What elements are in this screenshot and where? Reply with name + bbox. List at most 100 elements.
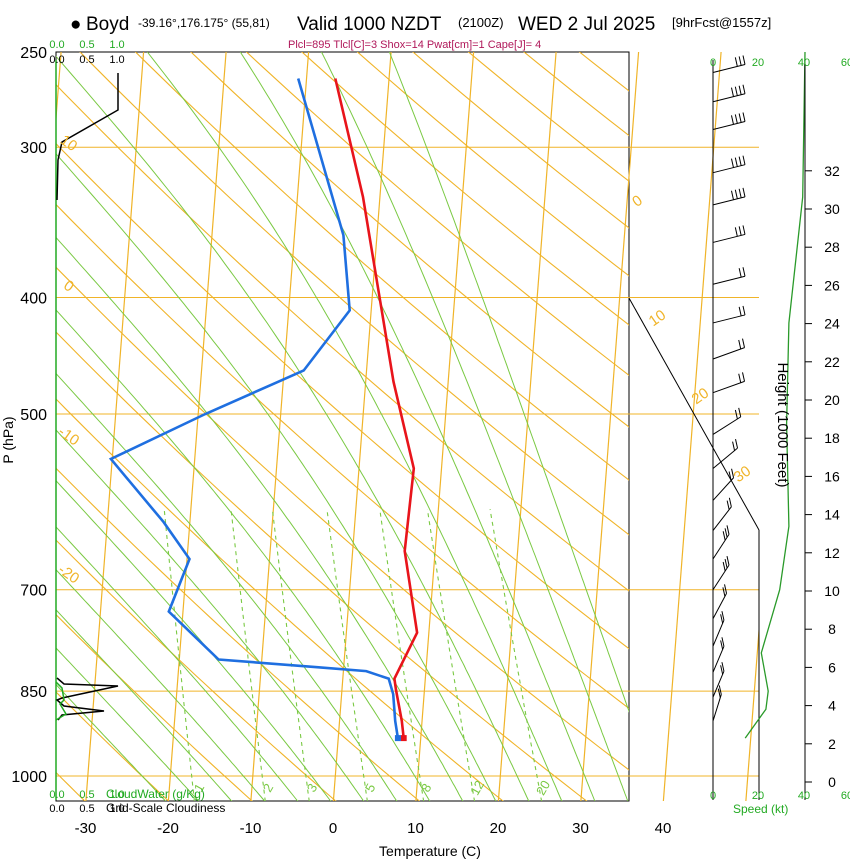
x-axis-label: Temperature (C): [379, 843, 481, 859]
speed-tick-label-top: 40: [798, 57, 810, 69]
isotherm-label: -10: [55, 423, 83, 449]
speed-tick-label-bottom: 60: [841, 790, 850, 802]
wind-speed-line: [744, 51, 806, 739]
moist-adiabat-line: [146, 52, 563, 801]
wind-barb: [712, 372, 746, 394]
wind-barbs: [712, 55, 746, 722]
wind-barb: [712, 555, 730, 590]
cloudwater-tick-bottom: 0.5: [79, 789, 94, 801]
utc-time: (2100Z): [458, 15, 504, 30]
sounding-params: Plcl=895 Tlcl[C]=3 Shox=14 Pwat[cm]=1 Ca…: [288, 39, 541, 51]
x-tick-label: 40: [655, 820, 672, 837]
wind-barb: [712, 112, 746, 130]
mixing-ratio-label: 8: [418, 781, 435, 795]
cloudiness-tick-bottom: 1.0: [109, 803, 124, 815]
cloudiness-tick-top: 0.0: [49, 54, 64, 66]
dewpoint-line: [108, 78, 400, 739]
pressure-tick-label: 300: [20, 140, 47, 157]
dry-adiabat-line: [56, 331, 588, 801]
wind-isotherm-line: [745, 622, 759, 801]
wind-barb: [712, 338, 746, 360]
wind-barb: [712, 55, 746, 73]
forecast-label: [9hrFcst@1557z]: [672, 15, 771, 30]
mixing-ratio-label: 5: [362, 781, 379, 795]
moist-adiabat-lines: [56, 52, 629, 801]
mixing-ratio-label: 2: [260, 781, 277, 795]
wind-barb: [712, 468, 735, 501]
temperature-line: [334, 78, 419, 739]
cloudiness-tick-bottom: 0.0: [49, 803, 64, 815]
dry-adiabat-lines: [0, 31, 629, 802]
isotherm-label: 0: [629, 192, 646, 211]
pressure-tick-label: 250: [20, 45, 47, 62]
moist-adiabat-line: [56, 372, 398, 801]
wind-barb: [712, 439, 739, 469]
height-tick-label: 0: [828, 774, 836, 790]
cloudwater-tick-bottom: 1.0: [109, 789, 124, 801]
height-tick-label: 26: [824, 277, 840, 293]
cloudwater-spike-lines: [55, 681, 68, 721]
dry-adiabat-line: [56, 398, 504, 801]
speed-tick-label-top: 60: [841, 57, 850, 69]
dry-adiabat-line: [56, 467, 421, 801]
station-name: Boyd: [86, 14, 129, 35]
wind-barb: [712, 84, 746, 103]
height-tick-label: 32: [824, 163, 840, 179]
isotherm-label: 10: [646, 307, 669, 330]
moist-adiabat-line: [56, 568, 266, 801]
x-tick-label: -20: [157, 820, 179, 837]
valid-date: WED 2 Jul 2025: [518, 14, 655, 35]
dry-adiabat-line: [523, 52, 629, 137]
moist-adiabat-line: [388, 52, 629, 713]
dry-adiabat-line: [56, 203, 629, 710]
isotherm-line: [415, 52, 475, 801]
isobar-lines: [56, 146, 629, 777]
dry-adiabat-line: [245, 52, 629, 377]
height-tick-label: 20: [824, 392, 840, 408]
isotherm-label: 30: [731, 463, 754, 486]
wind-barb: [712, 155, 746, 174]
moist-adiabat-line: [56, 236, 464, 801]
x-tick-label: 10: [407, 820, 424, 837]
mixing-ratio-label: 12: [467, 778, 487, 798]
wind-barb: [712, 637, 725, 673]
cloudwater-tick-bottom: 0.0: [49, 789, 64, 801]
wind-barb: [712, 662, 725, 698]
dry-adiabat-line: [56, 691, 170, 801]
moist-adiabat-line: [56, 153, 497, 801]
cloud-spike-lines: [55, 677, 119, 721]
dry-adiabat-line: [56, 613, 253, 801]
wind-barb: [712, 187, 746, 206]
cloudiness-tick-top: 1.0: [109, 54, 124, 66]
isotherm-line: [580, 168, 629, 801]
height-tick-label: 2: [828, 736, 836, 752]
moist-adiabat-line: [321, 52, 629, 801]
dry-adiabat-line: [56, 142, 629, 650]
height-tick-label: 18: [824, 430, 840, 446]
moist-adiabat-line: [56, 429, 365, 801]
x-tick-label: 0: [329, 820, 337, 837]
cloudiness-tick-bottom: 0.5: [79, 803, 94, 815]
isotherm-lines: [56, 52, 629, 801]
wind-barb: [712, 407, 742, 435]
isotherm-label: 10: [57, 132, 80, 155]
wind-isotherm-line: [662, 52, 722, 801]
y-axis-label: P (hPa): [0, 416, 16, 463]
pressure-tick-label: 700: [20, 583, 47, 600]
x-tick-label: 30: [572, 820, 589, 837]
dry-adiabat-line: [79, 52, 629, 536]
x-tick-label: -30: [75, 820, 97, 837]
dry-adiabat-line: [56, 83, 629, 592]
station-coords: -39.16°,176.175° (55,81): [138, 16, 270, 30]
dry-adiabat-line: [134, 52, 629, 481]
isotherm-label: -20: [55, 561, 83, 587]
cloudwater-label: CloudWater (g/Kg): [106, 787, 205, 801]
pressure-tick-label: 1000: [11, 769, 47, 786]
dry-adiabat-line: [0, 31, 2, 802]
height-axis-label: Height (1000 Feet): [774, 362, 791, 487]
mixing-ratio-lines: [163, 509, 543, 801]
plot-layer: [0, 31, 629, 802]
height-tick-label: 10: [824, 583, 840, 599]
isotherm-line: [250, 52, 310, 801]
